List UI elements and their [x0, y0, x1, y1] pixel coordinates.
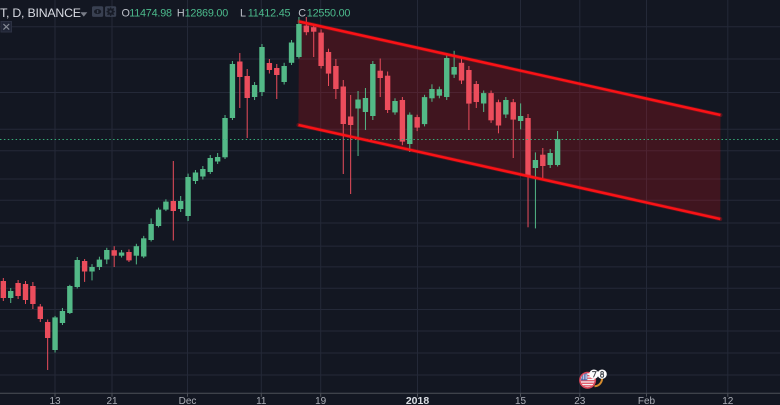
svg-text:L: L	[240, 7, 246, 19]
svg-text:19: 19	[315, 396, 327, 405]
svg-text:Dec: Dec	[179, 396, 197, 405]
svg-text:11474.98: 11474.98	[129, 7, 172, 19]
svg-text:23: 23	[574, 396, 586, 405]
svg-text:12: 12	[722, 396, 734, 405]
svg-text:C: C	[298, 7, 306, 19]
svg-text:2018: 2018	[406, 395, 430, 405]
svg-text:11: 11	[256, 396, 267, 405]
svg-text:12550.00: 12550.00	[307, 7, 351, 19]
svg-text:11412.45: 11412.45	[248, 7, 291, 19]
svg-text:O: O	[122, 7, 130, 19]
svg-text:15: 15	[515, 396, 527, 405]
svg-text:12869.00: 12869.00	[185, 7, 229, 19]
svg-text:H: H	[177, 7, 185, 19]
svg-text:21: 21	[106, 396, 118, 405]
svg-text:Feb: Feb	[638, 396, 656, 405]
svg-text:T, D, BINANCE: T, D, BINANCE	[0, 6, 81, 20]
svg-text:13: 13	[49, 396, 61, 405]
